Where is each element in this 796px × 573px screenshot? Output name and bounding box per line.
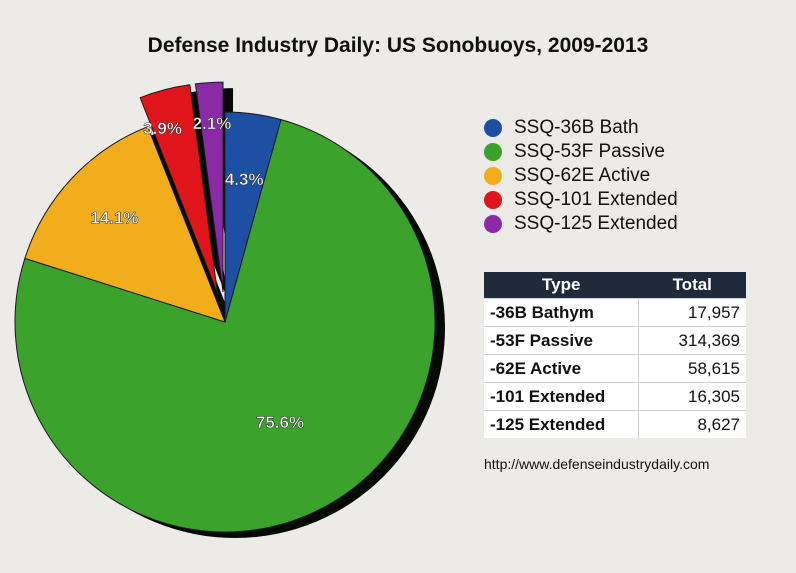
legend-swatch [484,143,502,161]
pie-slice-label: 75.6% [256,413,304,432]
pie-slice-label: 4.3% [225,170,264,189]
table-cell-total: 16,305 [638,382,746,411]
pie-slice [194,81,224,293]
pie-slice [139,84,218,294]
legend-swatch [484,167,502,185]
legend-swatch [484,191,502,209]
table-header-row: Type Total [484,272,746,299]
legend-swatch [484,119,502,137]
legend-item: SSQ-36B Bath [484,116,678,140]
pie-slice-label: 2.1% [193,114,232,133]
pie-slice-label: 3.9% [143,119,182,138]
legend-swatch [484,215,502,233]
table-cell-total: 8,627 [638,410,746,438]
table-row: -125 Extended 8,627 [484,410,746,438]
legend-label: SSQ-125 Extended [514,213,678,234]
legend-label: SSQ-62E Active [514,165,651,186]
pie-slice-label: 14.1% [90,208,138,227]
table-cell-type: -101 Extended [484,382,639,411]
pie-slice [24,126,226,323]
table-row: -101 Extended 16,305 [484,382,746,411]
table-cell-type: -62E Active [484,354,639,383]
legend-item: SSQ-62E Active [484,164,678,188]
table-cell-type: -53F Passive [484,326,639,355]
legend-item: SSQ-125 Extended [484,212,678,236]
table-cell-type: -36B Bathym [484,298,639,327]
legend-label: SSQ-36B Bath [514,117,639,138]
totals-table: Type Total -36B Bathym 17,957 -53F Passi… [484,272,746,438]
legend-label: SSQ-101 Extended [514,189,678,210]
table-header-total: Total [638,272,746,299]
table-cell-total: 17,957 [638,298,746,327]
source-url: http://www.defenseindustrydaily.com [484,456,710,472]
table-cell-total: 58,615 [638,354,746,383]
table-cell-total: 314,369 [638,326,746,355]
legend-item: SSQ-53F Passive [484,140,678,164]
legend-item: SSQ-101 Extended [484,188,678,212]
chart-title: Defense Industry Daily: US Sonobuoys, 20… [147,34,649,57]
legend-label: SSQ-53F Passive [514,141,665,162]
table-row: -53F Passive 314,369 [484,326,746,355]
legend: SSQ-36B Bath SSQ-53F Passive SSQ-62E Act… [484,116,678,236]
pie-slice [14,119,436,533]
table-cell-type: -125 Extended [484,410,639,438]
table-row: -36B Bathym 17,957 [484,298,746,327]
table-row: -62E Active 58,615 [484,354,746,383]
table-header-type: Type [484,272,639,299]
